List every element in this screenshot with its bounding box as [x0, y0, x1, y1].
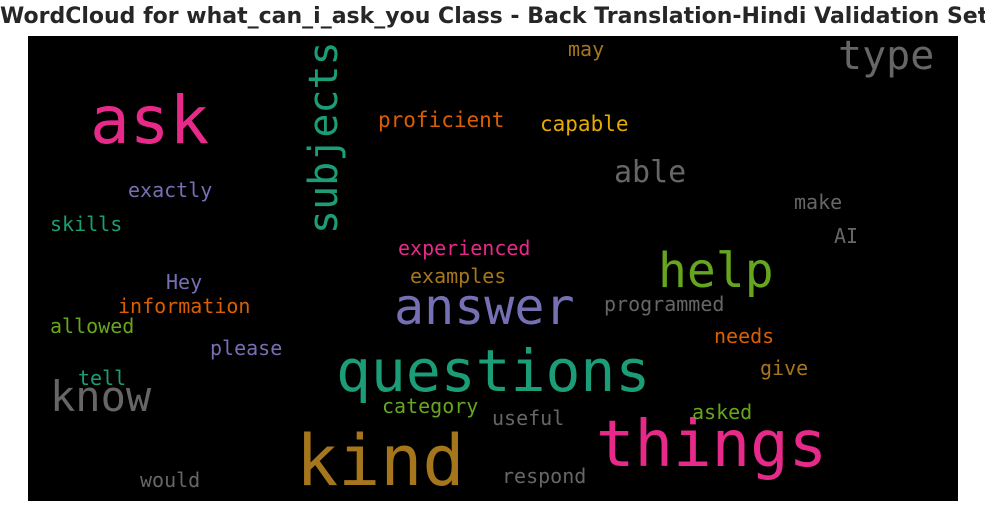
word-help: help — [658, 243, 774, 299]
word-would: would — [140, 468, 201, 492]
word-capable: capable — [540, 112, 629, 136]
word-may: may — [568, 37, 605, 61]
word-ai: AI — [834, 224, 859, 248]
word-things: things — [596, 408, 828, 482]
wordcloud-canvas: ask questions kind things answer help subjects… — [28, 36, 958, 501]
word-ask: ask — [90, 82, 210, 159]
word-please: please — [210, 336, 283, 360]
word-useful: useful — [492, 406, 565, 430]
word-answer: answer — [394, 278, 575, 336]
word-able: able — [614, 155, 687, 190]
word-asked: asked — [692, 400, 753, 424]
word-programmed: programmed — [604, 292, 725, 316]
word-respond: respond — [502, 464, 587, 488]
word-examples: examples — [410, 264, 507, 288]
word-allowed: allowed — [50, 314, 135, 338]
word-category: category — [382, 394, 479, 418]
word-give: give — [760, 356, 809, 380]
word-make: make — [794, 190, 843, 214]
word-kind: kind — [296, 420, 465, 501]
chart-title: WordCloud for what_can_i_ask_you Class -… — [0, 4, 985, 29]
word-skills: skills — [50, 212, 123, 236]
word-type: type — [838, 36, 935, 79]
word-experienced: experienced — [398, 236, 531, 260]
word-information: information — [118, 294, 251, 318]
word-know: know — [50, 372, 152, 421]
word-questions: questions — [336, 337, 651, 405]
word-hey: Hey — [166, 270, 203, 294]
word-needs: needs — [714, 324, 775, 348]
word-exactly: exactly — [128, 178, 213, 202]
word-tell: tell — [78, 366, 127, 390]
word-proficient: proficient — [378, 108, 505, 132]
word-subjects: subjects — [301, 41, 347, 234]
